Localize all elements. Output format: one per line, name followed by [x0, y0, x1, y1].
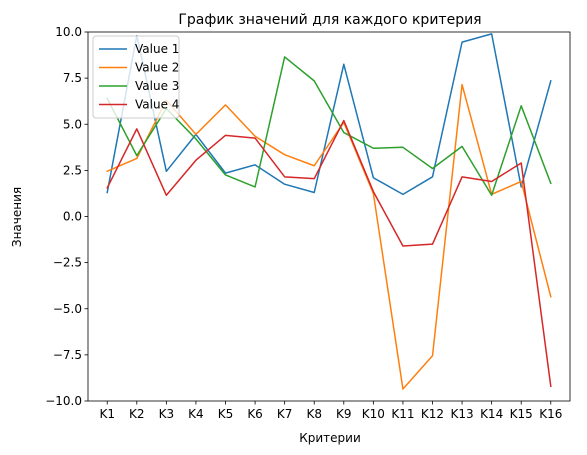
y-tick-label: 5.0: [63, 117, 82, 131]
legend-box: [92, 35, 180, 119]
x-tick-label: K8: [306, 407, 322, 421]
y-tick-label: −7.5: [53, 348, 82, 362]
x-tick-label: K14: [480, 407, 503, 421]
series-line-4: [106, 119, 552, 388]
x-tick-label: K2: [129, 407, 145, 421]
y-tick-label: −10.0: [45, 394, 82, 408]
y-tick-label: 7.5: [63, 71, 82, 85]
x-tick-label: K4: [188, 407, 204, 421]
x-tick-label: K16: [539, 407, 562, 421]
legend: Value 1 Value 2 Value 3 Value 4: [92, 35, 180, 119]
x-tick-label: K12: [421, 407, 444, 421]
x-tick-label: K15: [510, 407, 533, 421]
x-tick-label: K1: [99, 407, 115, 421]
x-tick-label: K13: [450, 407, 473, 421]
x-tick-label: K3: [159, 407, 175, 421]
legend-label: Value 2: [135, 61, 179, 75]
y-tick-label: 2.5: [63, 163, 82, 177]
x-axis: K1 K2 K3 K4 K5 K6 K7 K8 K9 K10 K11 K12 K13 K14 K15 K16: [99, 401, 562, 421]
x-tick-label: K7: [277, 407, 293, 421]
x-tick-label: K11: [391, 407, 414, 421]
y-axis: −10.0 −7.5 −5.0 −2.5 0.0 2.5 5.0 7.5 10.0: [45, 25, 88, 408]
legend-label: Value 4: [135, 98, 179, 112]
legend-label: Value 3: [135, 79, 179, 93]
series-line-3: [106, 56, 552, 197]
y-tick-label: −2.5: [53, 256, 82, 270]
x-tick-label: K6: [247, 407, 263, 421]
y-axis-label: Значения: [10, 187, 24, 247]
y-tick-label: 10.0: [55, 25, 82, 39]
y-tick-label: 0.0: [63, 210, 82, 224]
series-layer: [106, 33, 552, 390]
x-tick-label: K10: [362, 407, 385, 421]
x-tick-label: K9: [336, 407, 352, 421]
x-axis-label: Критерии: [299, 431, 361, 445]
x-tick-label: K5: [218, 407, 234, 421]
chart-title: График значений для каждого критерия: [178, 12, 481, 28]
series-line-1: [106, 33, 552, 196]
legend-label: Value 1: [135, 42, 179, 56]
y-tick-label: −5.0: [53, 302, 82, 316]
series-line-2: [106, 83, 552, 390]
